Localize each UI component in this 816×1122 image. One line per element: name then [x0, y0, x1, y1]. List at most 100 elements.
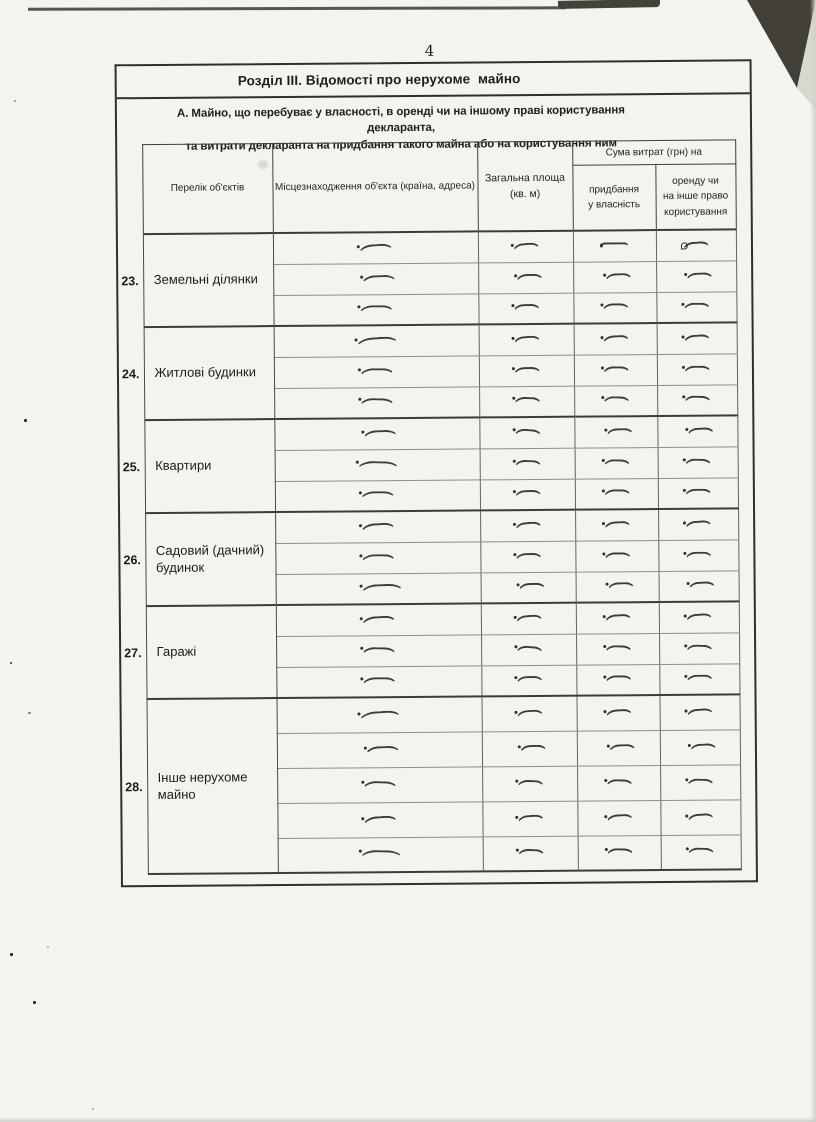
- cell-location: [275, 541, 481, 575]
- scan-speck: [47, 946, 49, 948]
- handwritten-dash-icon: [511, 334, 541, 347]
- cell-location: [276, 696, 482, 734]
- handwritten-dash-icon: [687, 581, 716, 593]
- handwritten-dash-icon: [600, 242, 629, 253]
- cell-area: [482, 800, 578, 837]
- cell-area: [480, 602, 577, 635]
- handwritten-dash-icon: [603, 675, 632, 686]
- cell-area: [479, 385, 575, 418]
- row-label: Садовий (дачний) будинок: [145, 512, 276, 607]
- cell-cost-rent: [660, 764, 741, 801]
- cell-cost-rent: [659, 663, 740, 696]
- row-number: 28.: [125, 779, 143, 794]
- handwritten-dash-icon: [607, 743, 636, 755]
- table-header: Перелік об'єктів Місцезнаходження об'єкт…: [116, 139, 736, 235]
- cell-area: [478, 354, 575, 387]
- section-box: Розділ III. Відомості про нерухоме майно…: [114, 59, 758, 888]
- handwritten-dash-icon: [685, 271, 714, 283]
- cell-location: [276, 665, 482, 699]
- header-area-line-1: Загальна площа: [484, 171, 565, 185]
- cell-area: [482, 835, 578, 872]
- cell-area: [478, 261, 574, 294]
- cell-location: [275, 510, 481, 544]
- cell-cost-purchase: [574, 385, 658, 417]
- cell-cost-rent: [656, 322, 737, 355]
- header-area: Загальна площа (кв. м): [477, 141, 573, 232]
- table-row: 25. Квартири: [118, 415, 738, 514]
- handwritten-dash-icon: [514, 613, 543, 626]
- cell-cost-purchase: [573, 261, 657, 293]
- cell-cost-purchase: [577, 800, 661, 836]
- cell-cost-purchase: [572, 230, 657, 262]
- handwritten-dash-icon: [514, 708, 544, 721]
- handwritten-dash-icon: [361, 677, 397, 688]
- cell-area: [477, 230, 574, 263]
- handwritten-dash-icon: [513, 459, 542, 470]
- handwritten-dash-icon: [515, 813, 545, 826]
- handwritten-dash-icon: [362, 814, 398, 827]
- handwritten-dash-icon: [360, 583, 403, 595]
- handwritten-dash-icon: [514, 273, 543, 284]
- cell-cost-purchase: [573, 292, 657, 324]
- cell-area: [478, 323, 574, 356]
- cell-cost-rent: [660, 834, 741, 871]
- row-label: Гаражі: [145, 605, 277, 700]
- cell-location: [277, 766, 483, 804]
- header-cost-rent-line-2: на інше право: [662, 190, 729, 203]
- handwritten-dash-icon: [683, 519, 713, 532]
- header-area-line-2: (кв. м): [509, 187, 541, 201]
- row-number: 26.: [123, 552, 141, 567]
- handwritten-dash-icon: [681, 240, 711, 253]
- cell-cost-purchase: [577, 835, 661, 871]
- handwritten-dash-icon: [512, 427, 542, 440]
- row-label: Земельні ділянки: [142, 233, 274, 328]
- cell-location: [274, 479, 481, 513]
- cell-cost-rent: [658, 601, 740, 634]
- handwritten-dash-icon: [357, 242, 394, 256]
- cell-cost-rent: [657, 384, 738, 417]
- handwritten-dash-icon: [518, 744, 547, 755]
- cell-area: [479, 447, 575, 480]
- cell-location: [277, 801, 483, 839]
- section-title: Розділ III. Відомості про нерухоме майно: [116, 61, 750, 100]
- handwritten-dash-icon: [359, 849, 402, 862]
- scan-speck: [10, 662, 12, 664]
- handwritten-dash-icon: [361, 274, 397, 286]
- handwritten-dash-icon: [514, 676, 543, 687]
- handwritten-dash-icon: [685, 643, 714, 655]
- cell-location: [276, 731, 483, 769]
- handwritten-dash-icon: [514, 644, 543, 657]
- row-number: 25.: [122, 459, 141, 474]
- handwritten-dash-icon: [686, 812, 715, 825]
- handwritten-dash-icon: [358, 367, 394, 378]
- handwritten-dash-icon: [682, 302, 711, 314]
- header-objects: Перелік об'єктів: [142, 143, 273, 235]
- scan-speck: [33, 1001, 36, 1004]
- handwritten-dash-icon: [600, 334, 630, 346]
- scan-speck: [28, 712, 31, 714]
- handwritten-dash-icon: [513, 520, 542, 533]
- cell-cost-rent: [659, 632, 740, 665]
- cell-cost-purchase: [576, 633, 660, 665]
- cell-cost-purchase: [576, 695, 660, 731]
- handwritten-dash-icon: [512, 366, 541, 377]
- handwritten-dash-icon: [682, 365, 711, 376]
- cell-area: [481, 730, 578, 767]
- handwritten-dash-icon: [684, 551, 713, 562]
- handwritten-dash-icon: [513, 490, 542, 501]
- handwritten-dash-icon: [604, 778, 633, 790]
- cell-location: [274, 448, 480, 482]
- cell-cost-rent: [656, 353, 738, 386]
- cell-area: [482, 765, 578, 802]
- handwritten-dash-icon: [358, 305, 394, 316]
- handwritten-dash-icon: [604, 813, 634, 825]
- handwritten-dash-icon: [605, 848, 634, 859]
- cell-cost-purchase: [573, 354, 658, 386]
- cell-cost-rent: [657, 415, 738, 448]
- cell-area: [480, 509, 576, 542]
- cell-cost-rent: [659, 694, 740, 731]
- handwritten-dash-icon: [603, 644, 632, 656]
- cell-cost-rent: [660, 799, 741, 836]
- handwritten-dash-icon: [511, 241, 540, 254]
